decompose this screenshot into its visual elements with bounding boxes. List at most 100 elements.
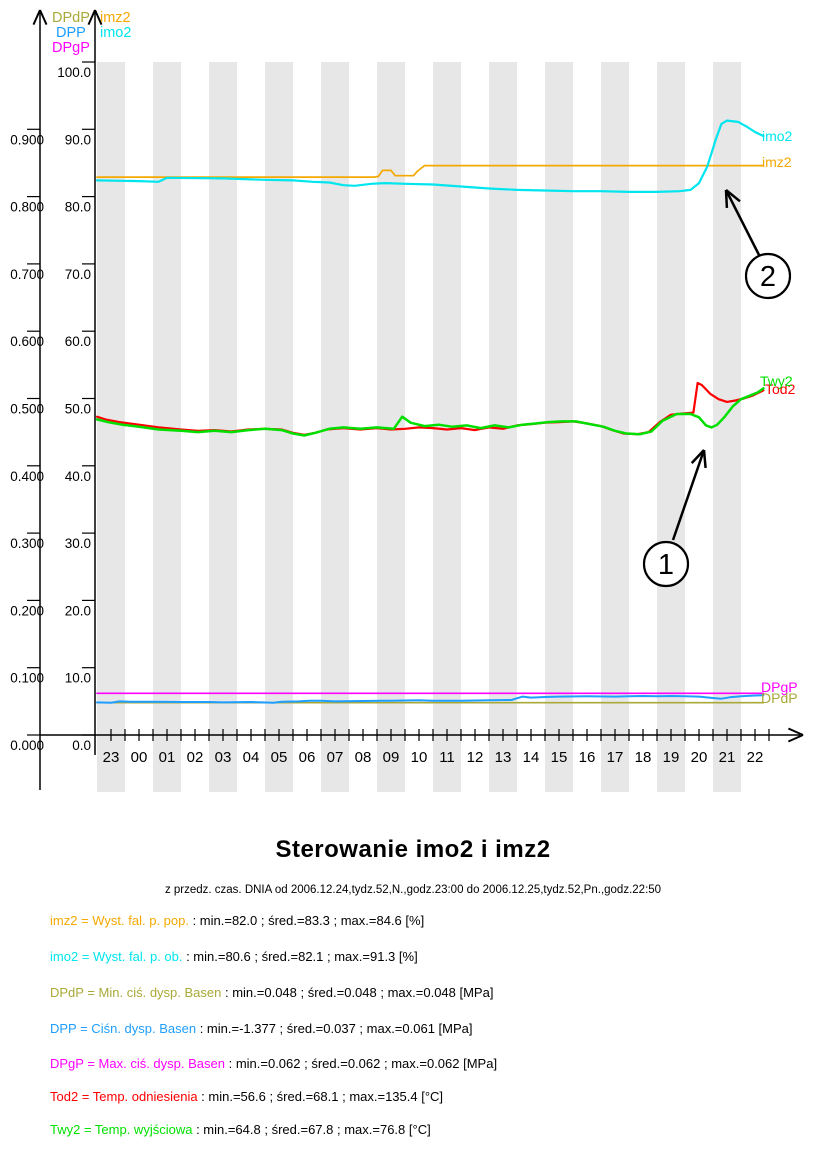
y-axis-outer-tick-label: 0.400 [10, 469, 44, 484]
x-axis-label: 15 [551, 749, 568, 766]
series-Twy2 [95, 387, 765, 437]
legend-series-stats: : min.=0.048 ; śred.=0.048 ; max.=0.048 … [224, 985, 494, 1000]
axis-series-label-imo2: imo2 [100, 25, 131, 41]
series-imz2 [96, 164, 765, 178]
series-end-label-imz2: imz2 [762, 154, 792, 170]
y-axis-outer-tick-label: 0.100 [10, 671, 44, 686]
legend-series-name: imz2 = Wyst. fal. p. pop. [50, 913, 193, 928]
legend-line-Tod2: Tod2 = Temp. odniesienia : min.=56.6 ; ś… [50, 1089, 443, 1104]
hour-band [545, 62, 573, 792]
y-axis-inner-tick-label: 40.0 [65, 469, 91, 484]
y-axis-inner-tick-label: 70.0 [65, 267, 91, 282]
x-axis-label: 13 [495, 749, 512, 766]
y-axis-outer-tick-label: 0.200 [10, 603, 44, 618]
x-axis-label: 23 [103, 749, 120, 766]
legend-line-Twy2: Twy2 = Temp. wyjściowa : min.=64.8 ; śre… [50, 1122, 431, 1137]
x-axis-label: 04 [243, 749, 260, 766]
y-axis-outer-tick-label: 0.800 [10, 200, 44, 215]
x-axis-label: 21 [719, 749, 736, 766]
legend-series-stats: : min.=0.062 ; śred.=0.062 ; max.=0.062 … [228, 1056, 498, 1071]
x-axis-label: 12 [467, 749, 484, 766]
x-axis-label: 02 [187, 749, 204, 766]
y-axis-outer-tick-label: 0.500 [10, 402, 44, 417]
series-end-label-Twy2: Twy2 [760, 373, 793, 389]
x-axis-label: 18 [635, 749, 652, 766]
y-axis-inner-tick-label: 80.0 [65, 200, 91, 215]
trend-chart: 23 00 01 02 03 04 05 06 07 08 09 10 11 12 13 14 15 16 17 18… [10, 9, 804, 792]
hour-band [97, 62, 125, 792]
legend-series-stats: : min.=56.6 ; śred.=68.1 ; max.=135.4 [°… [201, 1089, 444, 1104]
legend-series-stats: : min.=82.0 ; śred.=83.3 ; max.=84.6 [%] [192, 913, 425, 928]
legend-series-name: DPP = Ciśn. dysp. Basen [50, 1021, 200, 1036]
x-axis-label: 00 [131, 749, 148, 766]
annotation-arrow [671, 449, 706, 541]
legend-series-stats: : min.=64.8 ; śred.=67.8 ; max.=76.8 [°C… [196, 1122, 431, 1137]
x-axis-label: 05 [271, 749, 288, 766]
y-axis-outer-tick-label: 0.600 [10, 334, 44, 349]
series-end-label-DPgP: DPgP [761, 679, 798, 695]
x-axis-label: 06 [299, 749, 316, 766]
axis-series-label-DPdP: DPdP [52, 10, 90, 26]
x-axis-arrow [787, 734, 804, 743]
legend-series-name: Tod2 = Temp. odniesienia [50, 1089, 202, 1104]
axis-series-label-DPP: DPP [56, 25, 86, 41]
legend-line-imz2: imz2 = Wyst. fal. p. pop. : min.=82.0 ; … [50, 913, 424, 928]
x-axis-label: 11 [439, 749, 455, 766]
y-axis-inner-arrow [94, 9, 103, 26]
x-axis-label: 10 [411, 749, 428, 766]
series-end-label-DPdP: DPdP [761, 690, 798, 706]
x-axis-label: 09 [383, 749, 400, 766]
chart-subtitle: z przedz. czas. DNIA od 2006.12.24,tydz.… [164, 884, 662, 896]
x-axis-label: 01 [159, 749, 176, 766]
annotation-arrow-head [724, 189, 729, 209]
y-axis-outer-arrow [39, 9, 48, 26]
x-axis-label: 16 [579, 749, 596, 766]
legend-line-imo2: imo2 = Wyst. fal. p. ob. : min.=80.6 ; ś… [50, 949, 418, 964]
y-axis-outer-arrow [32, 9, 41, 26]
y-axis-inner-tick-label: 30.0 [65, 536, 91, 551]
legend-series-stats: : min.=-1.377 ; śred.=0.037 ; max.=0.061… [199, 1021, 473, 1036]
annotation-number: 2 [760, 261, 776, 293]
x-axis-arrow [787, 727, 804, 736]
x-axis-label: 20 [691, 749, 708, 766]
series-end-label-Tod2: Tod2 [765, 381, 796, 397]
annotation-arrow-head [690, 449, 705, 465]
hour-band [657, 62, 685, 792]
legend-line-DPgP: DPgP = Max. ciś. dysp. Basen : min.=0.06… [50, 1056, 497, 1071]
x-axis-label: 03 [215, 749, 232, 766]
hour-band [713, 62, 741, 792]
series-imo2 [95, 119, 765, 193]
y-axis-inner-tick-label: 60.0 [65, 334, 91, 349]
annotation-arrow-head [702, 449, 707, 469]
legend-series-name: Twy2 = Temp. wyjściowa [50, 1122, 197, 1137]
legend-series-stats: : min.=80.6 ; śred.=82.1 ; max.=91.3 [%] [186, 949, 418, 964]
x-axis-label: 14 [523, 749, 540, 766]
y-axis-outer-tick-label: 0.000 [10, 738, 44, 753]
y-axis-inner-tick-label: 100.0 [57, 65, 91, 80]
legend-line-DPP: DPP = Ciśn. dysp. Basen : min.=-1.377 ; … [50, 1021, 473, 1036]
y-axis-inner-arrow [87, 9, 96, 26]
hour-band [209, 62, 237, 792]
y-axis-inner-tick-label: 0.0 [72, 738, 91, 753]
series-end-label-imo2: imo2 [762, 128, 793, 144]
x-axis-label: 07 [327, 749, 344, 766]
y-axis-inner-tick-label: 90.0 [65, 132, 91, 147]
y-axis-outer-tick-label: 0.900 [10, 132, 44, 147]
series-DPP [96, 694, 765, 704]
x-axis-label: 22 [747, 749, 764, 766]
y-axis-outer-tick-label: 0.700 [10, 267, 44, 282]
annotation-arrow-head [725, 189, 741, 203]
y-axis-inner-tick-label: 20.0 [65, 603, 91, 618]
x-axis-label: 08 [355, 749, 372, 766]
legend-series-name: DPgP = Max. ciś. dysp. Basen [50, 1056, 229, 1071]
x-axis-label: 19 [663, 749, 680, 766]
annotation-arrow [724, 189, 761, 256]
annotation-circle [744, 252, 792, 300]
y-axis-outer-tick-label: 0.300 [10, 536, 44, 551]
annotation-circle [642, 540, 690, 588]
chart-title: Sterowanie imo2 i imz2 [275, 836, 551, 863]
axis-series-label-DPgP: DPgP [52, 40, 90, 56]
axis-series-label-imz2: imz2 [100, 10, 131, 26]
legend-series-name: DPdP = Min. ciś. dysp. Basen [50, 985, 225, 1000]
